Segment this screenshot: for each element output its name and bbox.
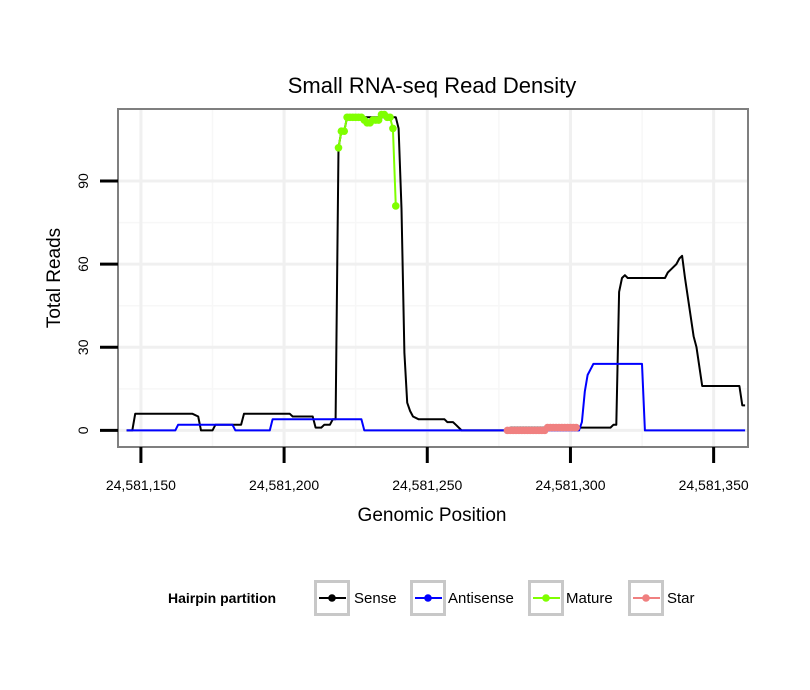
- legend-label-mature: Mature: [566, 590, 613, 607]
- legend-label-sense: Sense: [354, 590, 397, 607]
- legend-title: Hairpin partition: [168, 590, 276, 606]
- y-tick-label: 60: [75, 256, 91, 272]
- legend-key-mature-point: [542, 594, 550, 602]
- legend-label-star: Star: [667, 590, 695, 607]
- y-axis-title: Total Reads: [44, 228, 65, 328]
- x-tick-label: 24,581,350: [679, 477, 749, 493]
- series-mature-point: [386, 113, 394, 122]
- x-tick-label: 24,581,200: [249, 477, 319, 493]
- series-layer: [126, 110, 746, 435]
- x-tick-label: 24,581,150: [106, 477, 176, 493]
- plot-border: [117, 108, 749, 448]
- series-mature-point: [340, 127, 349, 135]
- legend-key-sense-point: [328, 594, 336, 602]
- x-axis: 24,581,150 24,581,200 24,581,250 24,581,300…: [106, 447, 749, 493]
- legend-key-star-point: [642, 594, 650, 602]
- legend-key-antisense-point: [424, 594, 432, 602]
- legend: Hairpin partition Sense Antisense Mature St…: [168, 580, 695, 616]
- y-tick-label: 90: [75, 173, 91, 189]
- legend-label-antisense: Antisense: [448, 590, 514, 607]
- series-sense-line: [126, 116, 746, 432]
- grid-lines: [118, 109, 748, 447]
- y-axis: 0 30 60 90: [75, 173, 118, 434]
- y-tick-label: 0: [75, 426, 91, 434]
- series-mature-point: [391, 202, 400, 210]
- chart-title: Small RNA-seq Read Density: [288, 73, 577, 98]
- y-tick-label: 30: [75, 339, 91, 355]
- series-star-point: [572, 423, 580, 432]
- x-axis-title: Genomic Position: [358, 505, 507, 526]
- series-mature-point: [389, 124, 397, 133]
- series-mature-point: [334, 143, 343, 152]
- x-tick-label: 24,581,300: [535, 477, 605, 493]
- x-tick-label: 24,581,250: [392, 477, 462, 493]
